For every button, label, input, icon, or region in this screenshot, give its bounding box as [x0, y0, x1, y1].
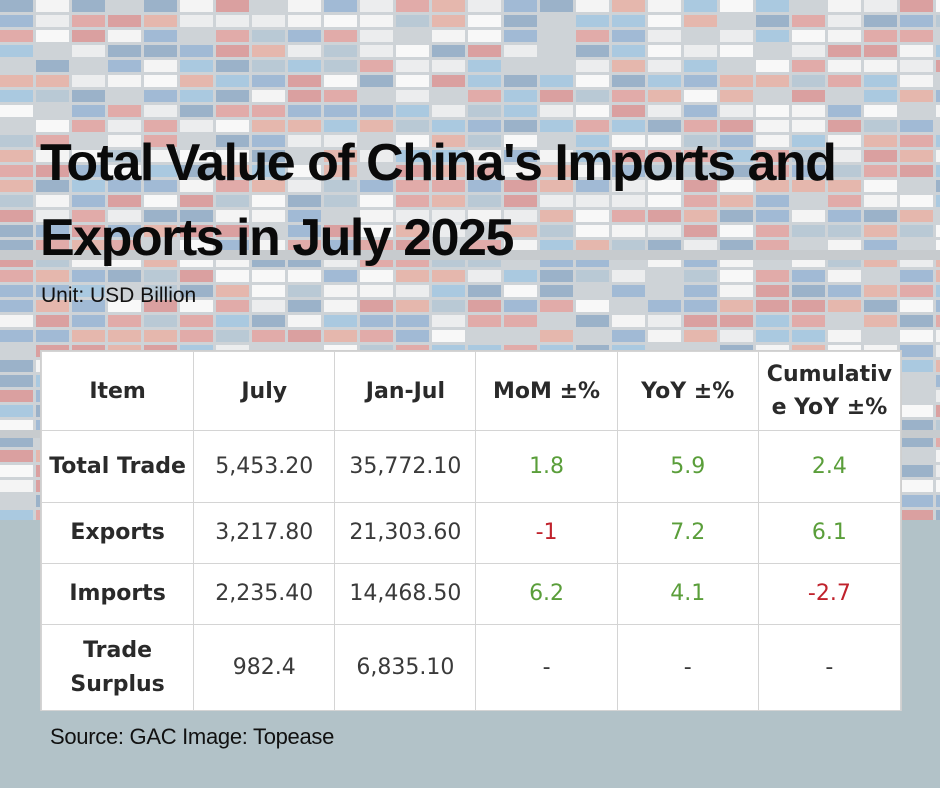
column-header: Cumulative YoY ±% [757, 351, 902, 431]
yoy-change-cell: 4.1 [616, 563, 759, 625]
row-label-cell: Trade Surplus [40, 624, 195, 711]
jan-jul-value-cell: 35,772.10 [334, 430, 477, 503]
page-title: Total Value of China's Imports and Expor… [40, 134, 837, 267]
cumulative-yoy-cell: - [757, 624, 902, 711]
mom-change-cell: 6.2 [475, 563, 618, 625]
mom-change-cell: 1.8 [475, 430, 618, 503]
jan-jul-value-cell: 14,468.50 [334, 563, 477, 625]
column-header: Jan-Jul [334, 351, 477, 431]
column-header: July [193, 351, 336, 431]
july-value-cell: 3,217.80 [193, 502, 336, 564]
mom-change-cell: - [475, 624, 618, 711]
table-row: Total Trade 5,453.20 35,772.10 1.8 5.9 2.4 [40, 430, 902, 503]
yoy-change-cell: - [616, 624, 759, 711]
july-value-cell: 982.4 [193, 624, 336, 711]
row-label-cell: Exports [40, 502, 195, 564]
column-header: Item [40, 351, 195, 431]
july-value-cell: 2,235.40 [193, 563, 336, 625]
jan-jul-value-cell: 6,835.10 [334, 624, 477, 711]
table-row: Trade Surplus 982.4 6,835.10- - - [40, 624, 902, 711]
table-row: Imports 2,235.40 14,468.50 6.2 4.1 -2.7 [40, 563, 902, 625]
yoy-change-cell: 5.9 [616, 430, 759, 503]
cumulative-yoy-cell: -2.7 [757, 563, 902, 625]
jan-jul-value-cell: 21,303.60 [334, 502, 477, 564]
source-note: Source: GAC Image: Topease [50, 724, 335, 749]
row-label-cell: Imports [40, 563, 195, 625]
column-header: YoY ±% [616, 351, 759, 431]
unit-label: Unit: USD Billion [41, 284, 197, 307]
table-header-row: Item July Jan-Jul MoM ±% YoY ±% Cumulati… [40, 351, 902, 431]
cumulative-yoy-cell: 2.4 [757, 430, 902, 503]
yoy-change-cell: 7.2 [616, 502, 759, 564]
mom-change-cell: -1 [475, 502, 618, 564]
cumulative-yoy-cell: 6.1 [757, 502, 902, 564]
july-value-cell: 5,453.20 [193, 430, 336, 503]
row-label-cell: Total Trade [40, 430, 195, 503]
trade-table: Item July Jan-Jul MoM ±% YoY ±% Cumulati… [40, 350, 902, 711]
table-row: Exports 3,217.80 21,303.60 -1 7.2 6.1 [40, 502, 902, 564]
column-header: MoM ±% [475, 351, 618, 431]
